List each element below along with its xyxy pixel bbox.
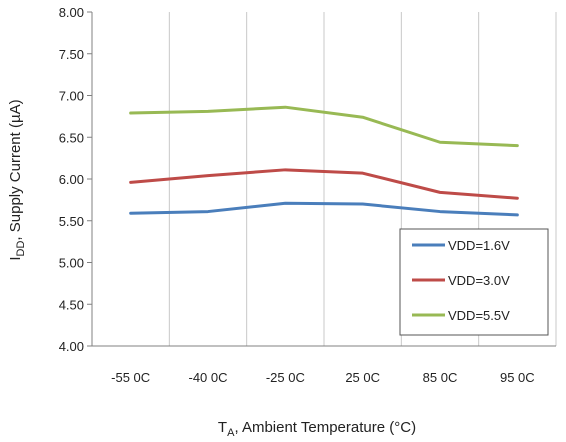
y-tick-label: 7.50 [59, 47, 84, 62]
y-tick-labels: 4.00 4.50 5.00 5.50 6.00 6.50 7.00 7.50 8.00 [59, 5, 92, 354]
series-lines [129, 105, 519, 217]
x-tick-label: -55 0C [111, 370, 150, 385]
legend: VDD=1.6V VDD=3.0V VDD=5.5V [399, 228, 549, 336]
series-line-2 [129, 105, 519, 148]
y-tick-label: 5.00 [59, 256, 84, 271]
y-axis-title: IDD, Supply Current (µA) [7, 99, 27, 260]
legend-box [399, 228, 549, 336]
y-tick-label: 4.50 [59, 297, 84, 312]
x-tick-label: 95 0C [500, 370, 535, 385]
y-tick-label: 6.00 [59, 172, 84, 187]
x-tick-labels: -55 0C -40 0C -25 0C 25 0C 85 0C 95 0C [111, 370, 535, 385]
x-tick-label: 25 0C [345, 370, 380, 385]
y-tick-label: 7.00 [59, 89, 84, 104]
x-axis-title: TA, Ambient Temperature (°C) [218, 419, 416, 439]
series-line-0 [129, 201, 519, 217]
y-tick-label: 5.50 [59, 214, 84, 229]
y-tick-label: 6.50 [59, 130, 84, 145]
legend-label: VDD=3.0V [448, 273, 510, 288]
y-tick-label: 8.00 [59, 5, 84, 20]
x-tick-label: -40 0C [188, 370, 227, 385]
legend-label: VDD=1.6V [448, 238, 510, 253]
grid-lines [168, 12, 557, 346]
series-line-1 [129, 168, 519, 200]
x-tick-label: 85 0C [423, 370, 458, 385]
y-tick-label: 4.00 [59, 339, 84, 354]
legend-label: VDD=5.5V [448, 308, 510, 323]
x-tick-label: -25 0C [266, 370, 305, 385]
